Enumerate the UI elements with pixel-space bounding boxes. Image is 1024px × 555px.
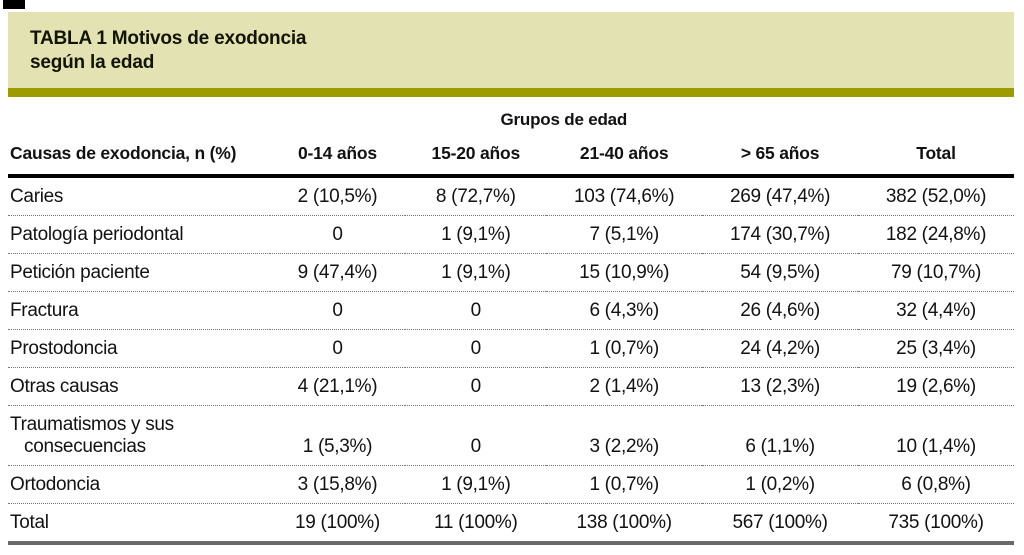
row-label: Prostodoncia bbox=[8, 329, 270, 368]
bottom-rule bbox=[8, 541, 1014, 545]
value-cell: 8 (72,7%) bbox=[405, 176, 547, 216]
value-cell: 174 (30,7%) bbox=[702, 215, 859, 254]
column-header-over-65: > 65 años bbox=[702, 133, 859, 178]
value-cell: 15 (10,9%) bbox=[546, 253, 703, 292]
value-cell: 1 (5,3%) bbox=[269, 405, 406, 466]
value-cell: 735 (100%) bbox=[888, 512, 984, 533]
value-cell: 0 bbox=[405, 291, 547, 330]
value-cell: 1 (9,1%) bbox=[405, 465, 547, 504]
column-header-21-40: 21-40 años bbox=[546, 133, 703, 178]
group-header-row: Grupos de edad bbox=[8, 97, 1014, 133]
table-row-patologia-periodontal: Patología periodontal 0 1 (9,1%) 7 (5,1%… bbox=[8, 215, 1014, 254]
value-cell: 4 (21,1%) bbox=[269, 367, 406, 406]
row-label-line1: Traumatismos y sus bbox=[10, 414, 174, 435]
value-cell: 1 (0,7%) bbox=[546, 465, 703, 504]
print-registration-mark bbox=[3, 0, 25, 9]
value-cell: 6 (0,8%) bbox=[858, 465, 1014, 504]
column-header-causes: Causas de exodoncia, n (%) bbox=[8, 133, 270, 178]
accent-bar bbox=[8, 88, 1014, 97]
column-header-row: Causas de exodoncia, n (%) 0-14 años 15-… bbox=[8, 133, 1014, 178]
row-label: Patología periodontal bbox=[8, 215, 270, 254]
value-cell: 182 (24,8%) bbox=[858, 215, 1014, 254]
table-row-traumatismos: Traumatismos y sus consecuencias 1 (5,3%… bbox=[8, 405, 1014, 466]
table-row-prostodoncia: Prostodoncia 0 0 1 (0,7%) 24 (4,2%) 25 (… bbox=[8, 329, 1014, 368]
value-cell: 567 (100%) bbox=[732, 512, 828, 533]
row-label: Fractura bbox=[8, 291, 270, 330]
value-cell: 7 (5,1%) bbox=[546, 215, 703, 254]
value-cell: 6 (4,3%) bbox=[546, 291, 703, 330]
row-label: Traumatismos y sus consecuencias bbox=[8, 405, 270, 466]
value-cell: 3 (15,8%) bbox=[269, 465, 406, 504]
value-cell: 79 (10,7%) bbox=[858, 253, 1014, 292]
value-cell: 25 (3,4%) bbox=[858, 329, 1014, 368]
table-row-ortodoncia: Ortodoncia 3 (15,8%) 1 (9,1%) 1 (0,7%) 1… bbox=[8, 465, 1014, 504]
value-cell: 19 (2,6%) bbox=[858, 367, 1014, 406]
row-label: Ortodoncia bbox=[8, 465, 270, 504]
row-label-line2: consecuencias bbox=[24, 436, 146, 457]
value-cell: 0 bbox=[269, 215, 406, 254]
value-cell: 0 bbox=[269, 291, 406, 330]
value-cell: 2 (10,5%) bbox=[269, 176, 406, 216]
table-row-peticion-paciente: Petición paciente 9 (47,4%) 1 (9,1%) 15 … bbox=[8, 253, 1014, 292]
value-cell: 2 (1,4%) bbox=[546, 367, 703, 406]
column-header-15-20: 15-20 años bbox=[405, 133, 547, 178]
value-cell: 0 bbox=[405, 405, 547, 466]
row-label: Otras causas bbox=[8, 367, 270, 406]
value-cell: 13 (2,3%) bbox=[702, 367, 859, 406]
value-cell: 32 (4,4%) bbox=[858, 291, 1014, 330]
value-cell: 103 (74,6%) bbox=[546, 176, 703, 216]
row-label: Caries bbox=[8, 176, 270, 216]
data-table: Grupos de edad Causas de exodoncia, n (%… bbox=[8, 97, 1014, 541]
value-cell: 0 bbox=[405, 367, 547, 406]
group-header-spacer-right bbox=[858, 97, 1014, 133]
table-title-line1: TABLA 1 Motivos de exodoncia bbox=[30, 28, 307, 49]
value-cell: 19 (100%) bbox=[294, 512, 380, 533]
value-cell: 24 (4,2%) bbox=[702, 329, 859, 368]
value-cell: 138 (100%) bbox=[576, 512, 673, 533]
value-cell: 269 (47,4%) bbox=[702, 176, 859, 216]
table-figure: TABLA 1 Motivos de exodoncia según la ed… bbox=[8, 12, 1014, 545]
value-cell: 382 (52,0%) bbox=[858, 176, 1014, 216]
value-cell: 1 (9,1%) bbox=[405, 253, 547, 292]
value-cell: 26 (4,6%) bbox=[702, 291, 859, 330]
table-row-caries: Caries 2 (10,5%) 8 (72,7%) 103 (74,6%) 2… bbox=[8, 176, 1014, 216]
table-row-fractura: Fractura 0 0 6 (4,3%) 26 (4,6%) 32 (4,4%… bbox=[8, 291, 1014, 330]
value-cell: 6 (1,1%) bbox=[702, 405, 859, 466]
table-title-band: TABLA 1 Motivos de exodoncia según la ed… bbox=[8, 12, 1014, 88]
table-row-otras-causas: Otras causas 4 (21,1%) 0 2 (1,4%) 13 (2,… bbox=[8, 367, 1014, 406]
value-cell: 10 (1,4%) bbox=[858, 405, 1014, 466]
value-cell: 0 bbox=[405, 329, 547, 368]
row-label: Petición paciente bbox=[8, 253, 270, 292]
value-cell: 1 (0,7%) bbox=[546, 329, 703, 368]
row-label: Total bbox=[10, 512, 49, 533]
value-cell: 11 (100%) bbox=[433, 512, 518, 533]
value-cell: 54 (9,5%) bbox=[702, 253, 859, 292]
value-cell: 3 (2,2%) bbox=[546, 405, 703, 466]
table-title-line2: según la edad bbox=[30, 52, 155, 73]
column-header-total: Total bbox=[858, 133, 1014, 178]
value-cell: 1 (9,1%) bbox=[405, 215, 547, 254]
group-header: Grupos de edad bbox=[500, 110, 628, 129]
table-row-total: Total 19 (100%) 11 (100%) 138 (100%) 567… bbox=[8, 504, 1014, 542]
column-header-0-14: 0-14 años bbox=[269, 133, 406, 178]
value-cell: 9 (47,4%) bbox=[269, 253, 406, 292]
group-header-spacer-left bbox=[8, 97, 270, 133]
value-cell: 1 (0,2%) bbox=[702, 465, 859, 504]
value-cell: 0 bbox=[269, 329, 406, 368]
